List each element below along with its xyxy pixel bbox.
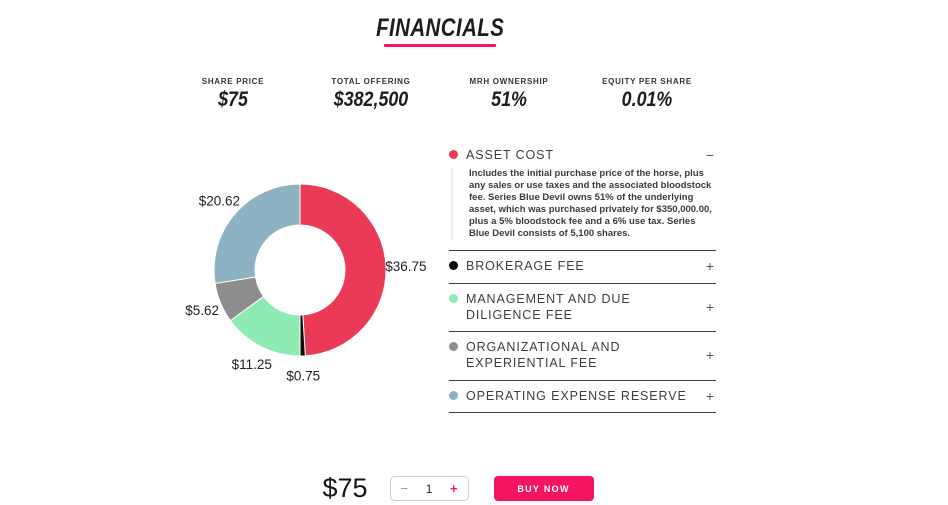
donut-value-label: $20.62 xyxy=(199,194,240,209)
accordion-description: Includes the initial purchase price of t… xyxy=(451,168,716,241)
stat-label: MRH OWNERSHIP xyxy=(469,77,549,86)
collapse-icon[interactable]: − xyxy=(705,147,714,164)
page-title-text: FINANCIALS xyxy=(375,14,505,42)
accordion-label: ASSET COST xyxy=(466,148,554,162)
expand-icon[interactable]: + xyxy=(705,298,714,315)
legend-dot-organizational-fee xyxy=(449,342,458,351)
accordion-item-organizational-experiential-fee[interactable]: ORGANIZATIONAL AND EXPERIENTIAL FEE + xyxy=(449,332,716,381)
stat-equity-per-share: EQUITY PER SHARE 0.01% xyxy=(578,77,716,112)
accordion-item-brokerage-fee[interactable]: BROKERAGE FEE + xyxy=(449,251,716,284)
legend-dot-management-fee xyxy=(449,293,458,303)
stat-value: 51% xyxy=(491,88,527,111)
accordion-item-operating-expense-reserve[interactable]: OPERATING EXPENSE RESERVE + xyxy=(449,381,716,413)
stat-value: $75 xyxy=(218,88,248,111)
accordion-item-management-due-diligence-fee[interactable]: MANAGEMENT AND DUE DILIGENCE FEE + xyxy=(449,284,716,332)
title-underline xyxy=(384,44,496,47)
accordion-header[interactable]: BROKERAGE FEE + xyxy=(449,258,716,274)
stat-label: SHARE PRICE xyxy=(201,77,265,86)
stats-row: SHARE PRICE $75 TOTAL OFFERING $382,500 … xyxy=(164,77,716,112)
accordion-label: ORGANIZATIONAL AND EXPERIENTIAL FEE xyxy=(466,340,621,371)
donut-value-label: $0.75 xyxy=(286,368,320,383)
buy-bar: $75 − 1 + BUY NOW xyxy=(182,473,734,504)
accordion-header[interactable]: MANAGEMENT AND DUE DILIGENCE FEE + xyxy=(449,291,716,324)
stat-total-offering: TOTAL OFFERING $382,500 xyxy=(302,77,440,112)
stat-value: $382,500 xyxy=(333,88,409,111)
quantity-value: 1 xyxy=(425,481,433,496)
expand-icon[interactable]: + xyxy=(705,258,714,275)
accordion-label: BROKERAGE FEE xyxy=(466,259,585,274)
accordion-header[interactable]: OPERATING EXPENSE RESERVE + xyxy=(449,388,716,404)
legend-dot-operating-reserve xyxy=(449,390,458,400)
stat-mrh-ownership: MRH OWNERSHIP 51% xyxy=(440,77,578,112)
donut-chart: $36.75 $0.75 $11.25 $5.62 $20.62 xyxy=(185,183,427,383)
stat-share-price: SHARE PRICE $75 xyxy=(164,77,302,112)
donut-slice-operating-expense-reserve xyxy=(213,183,301,285)
buy-now-button[interactable]: BUY NOW xyxy=(493,476,594,501)
accordion-label: OPERATING EXPENSE RESERVE xyxy=(466,388,687,403)
accordion-label: MANAGEMENT AND DUE DILIGENCE FEE xyxy=(466,291,631,322)
donut-chart-wrap: $36.75 $0.75 $11.25 $5.62 $20.62 xyxy=(164,140,440,413)
stat-label: TOTAL OFFERING xyxy=(331,77,411,86)
stat-value: 0.01% xyxy=(621,88,673,111)
page-title: FINANCIALS xyxy=(164,14,716,47)
financials-section: FINANCIALS SHARE PRICE $75 TOTAL OFFERIN… xyxy=(164,0,716,504)
stat-label: EQUITY PER SHARE xyxy=(602,77,692,86)
legend-dot-asset-cost xyxy=(449,150,458,159)
donut-value-label: $11.25 xyxy=(232,357,272,372)
quantity-stepper[interactable]: − 1 + xyxy=(389,476,469,501)
buy-price: $75 xyxy=(322,473,368,503)
expand-icon[interactable]: + xyxy=(705,347,714,364)
decrement-button[interactable]: − xyxy=(400,481,409,496)
expand-icon[interactable]: + xyxy=(705,387,714,404)
accordion-header[interactable]: ASSET COST − xyxy=(449,147,716,163)
legend-dot-brokerage-fee xyxy=(449,261,458,271)
accordion-header[interactable]: ORGANIZATIONAL AND EXPERIENTIAL FEE + xyxy=(449,339,716,372)
accordion-item-asset-cost[interactable]: ASSET COST − Includes the initial purcha… xyxy=(449,140,716,252)
donut-slice-asset-cost xyxy=(299,183,387,357)
fee-accordion: ASSET COST − Includes the initial purcha… xyxy=(449,140,716,413)
donut-value-label: $5.62 xyxy=(185,303,219,318)
donut-value-label: $36.75 xyxy=(385,259,426,274)
increment-button[interactable]: + xyxy=(449,481,458,496)
